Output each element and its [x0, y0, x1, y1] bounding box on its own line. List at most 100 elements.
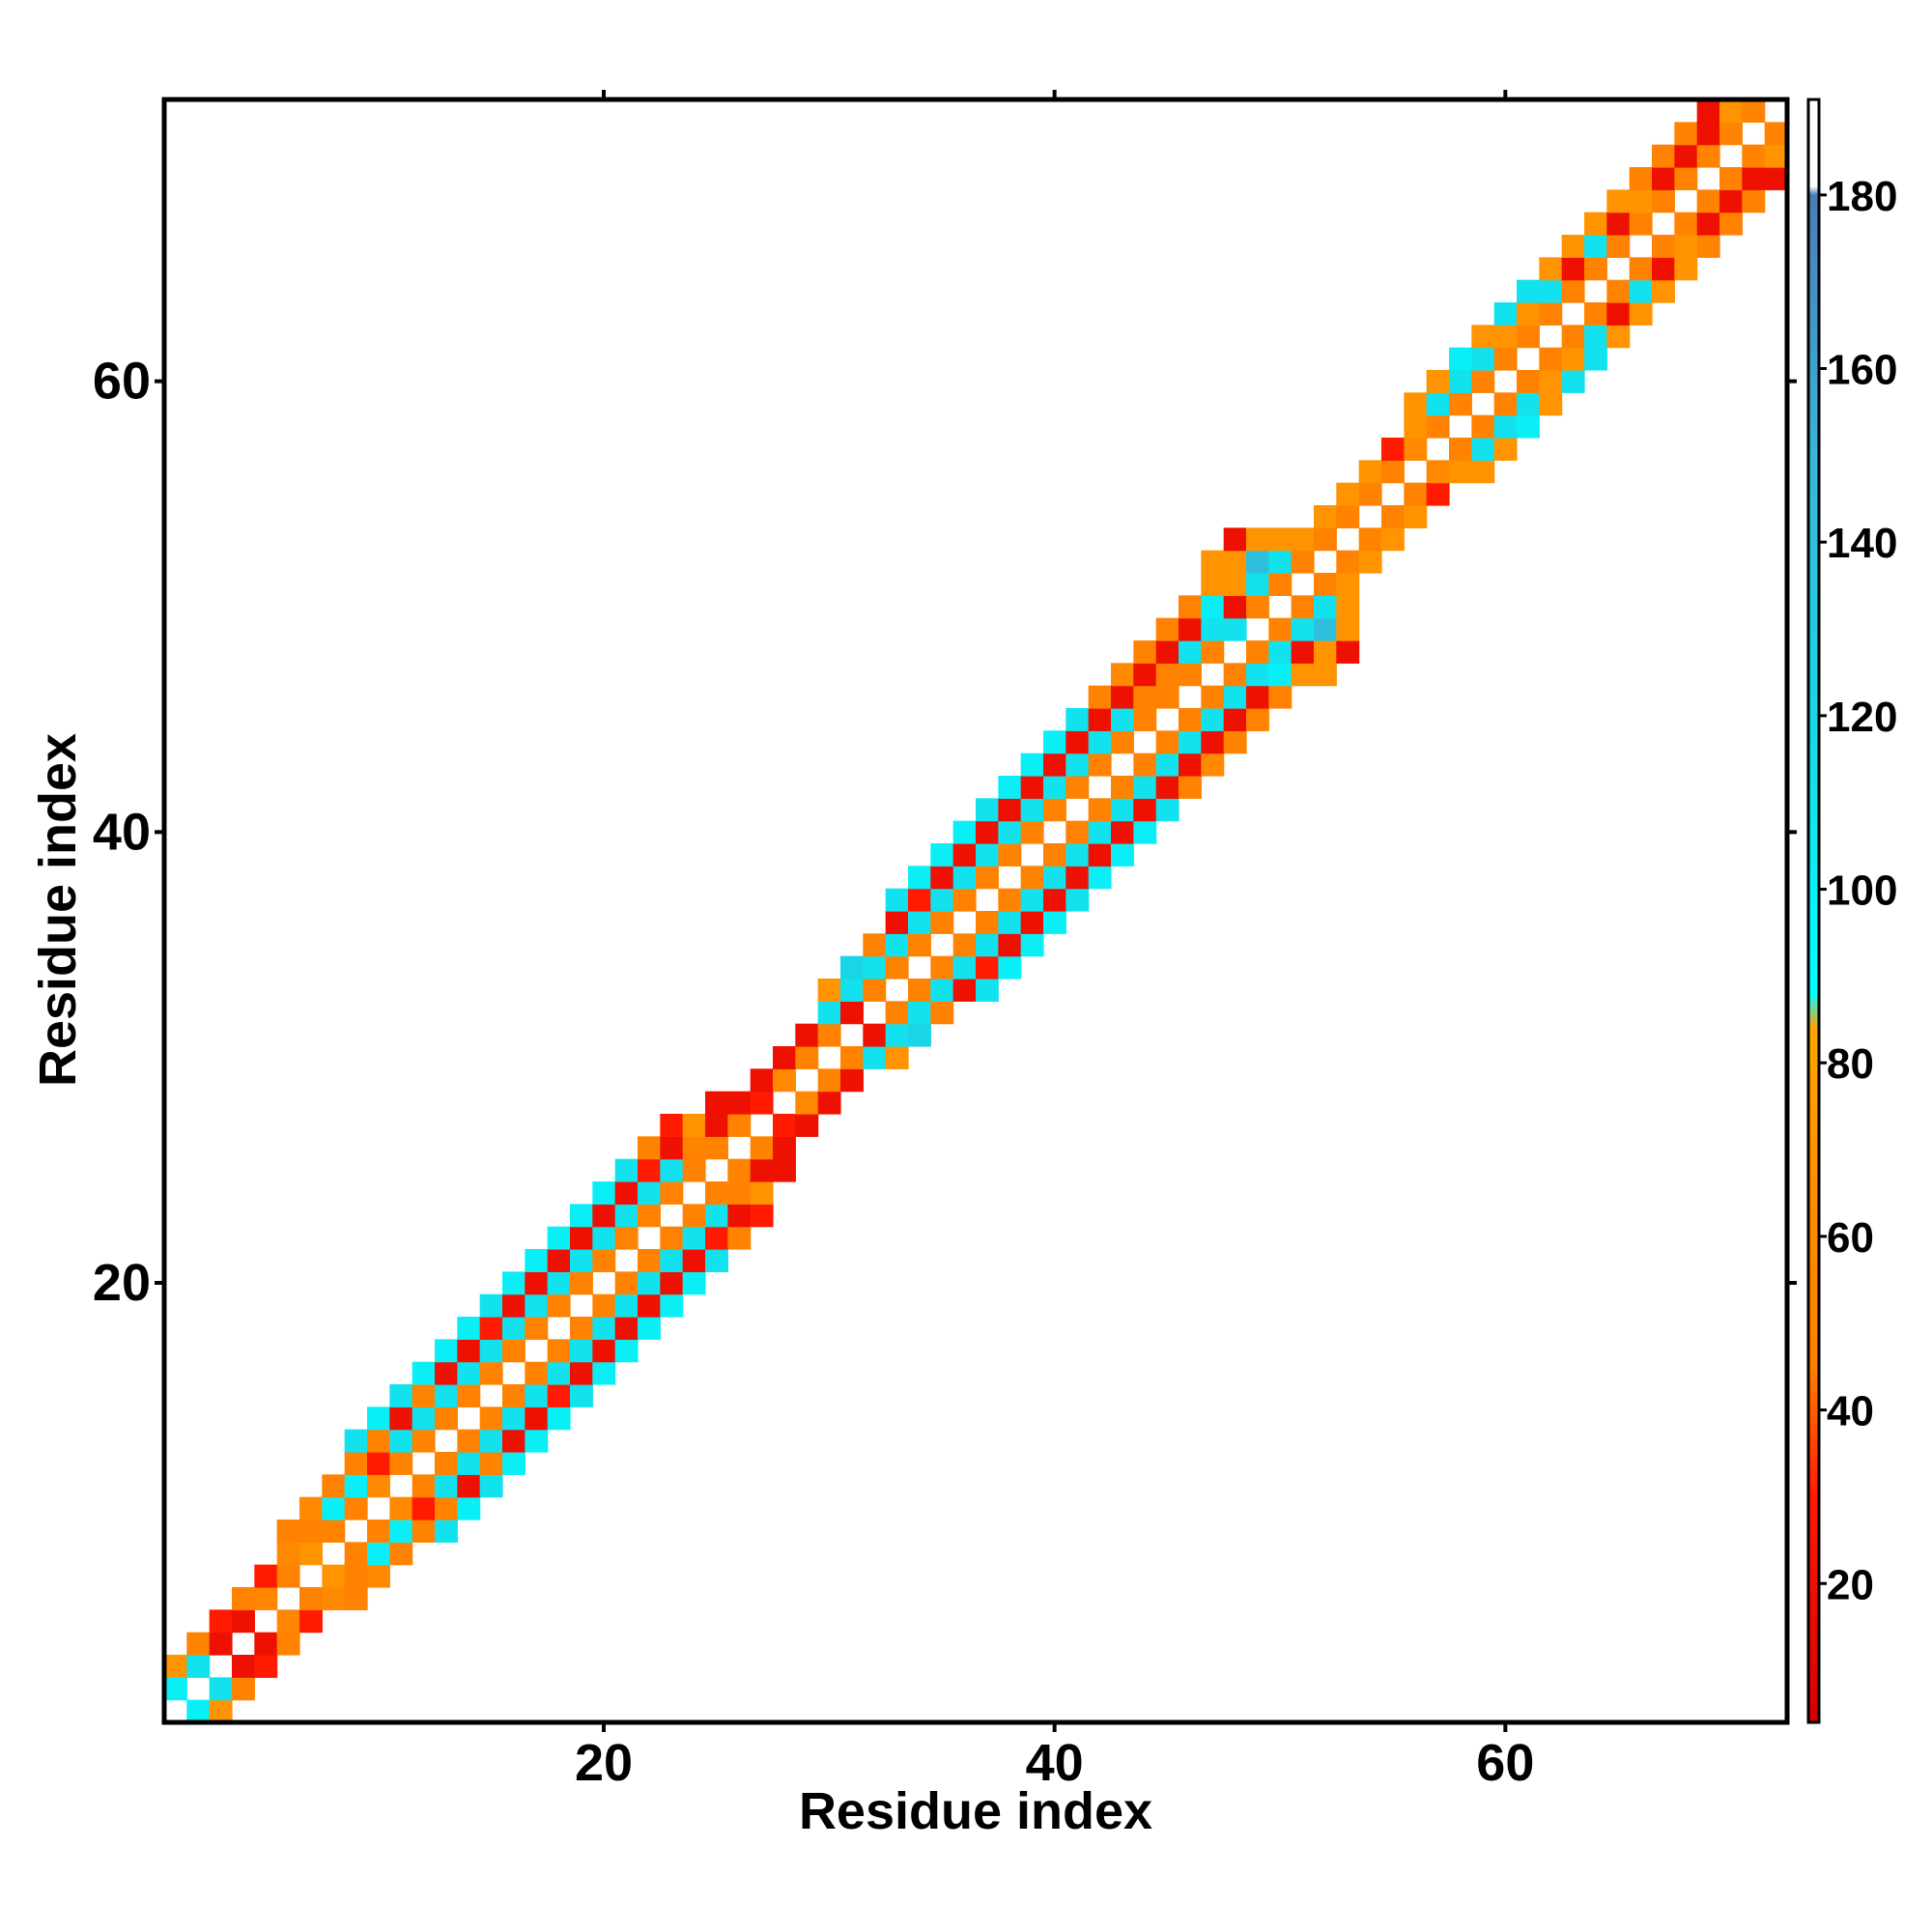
heatmap-cell	[457, 1452, 481, 1475]
colorbar-tick-label: 160	[1827, 347, 1897, 394]
heatmap-cell	[885, 1046, 909, 1069]
heatmap-cell	[1179, 595, 1202, 619]
heatmap-cell	[908, 979, 931, 1002]
heatmap-cell	[1358, 527, 1382, 552]
heatmap-cell	[1223, 708, 1247, 731]
heatmap-cell	[1742, 144, 1766, 168]
heatmap-cell	[1111, 685, 1134, 709]
heatmap-cell	[1268, 617, 1293, 641]
heatmap-cell	[1155, 730, 1179, 754]
heatmap-cell	[479, 1406, 503, 1431]
heatmap-cell	[885, 933, 909, 957]
heatmap-cell	[1201, 753, 1225, 777]
heatmap-cell	[1088, 843, 1112, 867]
heatmap-cell	[638, 1204, 661, 1228]
heatmap-cell	[1561, 370, 1585, 393]
heatmap-cell	[1561, 325, 1585, 349]
heatmap-cell	[479, 1452, 503, 1475]
heatmap-cell	[547, 1271, 571, 1295]
heatmap-cell	[1268, 640, 1293, 664]
heatmap-cell	[367, 1542, 390, 1566]
heatmap-cell	[344, 1542, 368, 1566]
heatmap-cell	[750, 1158, 774, 1182]
heatmap-cell	[1179, 753, 1202, 777]
heatmap-cell	[457, 1361, 481, 1385]
heatmap-cell	[1268, 550, 1293, 574]
heatmap-cell	[1336, 640, 1360, 664]
heatmap-cell	[705, 1114, 728, 1137]
heatmap-cell	[1133, 640, 1157, 664]
heatmap-cell	[1629, 167, 1653, 190]
heatmap-cell	[592, 1339, 616, 1363]
heatmap-cell	[682, 1114, 706, 1137]
heatmap-cell	[1561, 257, 1585, 281]
heatmap-cell	[1719, 167, 1743, 190]
heatmap-cell	[1065, 843, 1090, 867]
heatmap-cell	[638, 1249, 661, 1272]
colorbar-tick-label: 20	[1827, 1561, 1874, 1608]
heatmap-cell	[1606, 325, 1631, 349]
heatmap-cell	[1020, 911, 1044, 934]
heatmap-cell	[1043, 730, 1066, 754]
heatmap-cell	[344, 1564, 368, 1588]
heatmap-cell	[299, 1587, 323, 1610]
heatmap-cell	[1539, 347, 1563, 371]
heatmap-cell	[1246, 550, 1269, 574]
y-tick-label: 40	[93, 803, 151, 861]
heatmap-cell	[1336, 550, 1360, 574]
heatmap-cell	[367, 1429, 390, 1453]
heatmap-cell	[1088, 753, 1112, 777]
heatmap-cell	[412, 1429, 436, 1453]
heatmap-cell	[840, 1068, 864, 1093]
heatmap-cell	[930, 866, 954, 890]
heatmap-cell	[1268, 685, 1293, 709]
heatmap-cell	[705, 1136, 728, 1160]
heatmap-cell	[1314, 505, 1337, 528]
heatmap-cell	[547, 1361, 571, 1385]
heatmap-cell	[1539, 302, 1563, 326]
heatmap-cell	[1179, 776, 1202, 799]
heatmap-cell	[1291, 617, 1315, 641]
heatmap-cell	[457, 1339, 481, 1363]
heatmap-cell	[998, 911, 1022, 934]
heatmap-cell	[1223, 573, 1247, 596]
heatmap-cell	[1539, 392, 1563, 416]
heatmap-cell	[773, 1136, 796, 1160]
heatmap-cell	[502, 1271, 526, 1295]
heatmap-cell	[1246, 527, 1269, 552]
heatmap-cell	[614, 1271, 639, 1295]
colorbar-bar	[1806, 98, 1821, 1724]
heatmap-cell	[976, 843, 999, 867]
heatmap-cell	[1517, 325, 1540, 349]
heatmap-cell	[1764, 122, 1788, 146]
heatmap-cell	[344, 1496, 368, 1520]
heatmap-cell	[344, 1429, 368, 1453]
x-tick-label: 20	[575, 1734, 633, 1792]
heatmap-cell	[1426, 482, 1450, 506]
heatmap-cell	[1674, 212, 1698, 236]
heatmap-cell	[547, 1249, 571, 1272]
heatmap-cell	[1404, 482, 1428, 506]
heatmap-cell	[1696, 99, 1720, 123]
heatmap-cell	[863, 955, 887, 980]
heatmap-cell	[276, 1520, 300, 1543]
heatmap-cell	[1674, 144, 1698, 168]
heatmap-cell	[479, 1293, 503, 1318]
heatmap-cell	[1584, 235, 1607, 258]
heatmap-cell	[1493, 414, 1518, 439]
heatmap-cell	[660, 1136, 684, 1160]
heatmap-cell	[1111, 663, 1134, 687]
heatmap-cell	[1111, 843, 1134, 867]
heatmap-cell	[1314, 663, 1337, 687]
heatmap-cell	[479, 1361, 503, 1385]
heatmap-cell	[795, 1023, 819, 1047]
heatmap-cell	[1111, 708, 1134, 731]
heatmap-cell	[1336, 573, 1360, 596]
heatmap-cell	[1358, 460, 1382, 484]
heatmap-cell	[1471, 370, 1495, 393]
heatmap-cell	[682, 1271, 706, 1295]
heatmap-cell	[1336, 617, 1360, 641]
heatmap-cell	[1246, 595, 1269, 619]
heatmap-cell	[1291, 527, 1315, 552]
heatmap-cell	[389, 1496, 413, 1520]
